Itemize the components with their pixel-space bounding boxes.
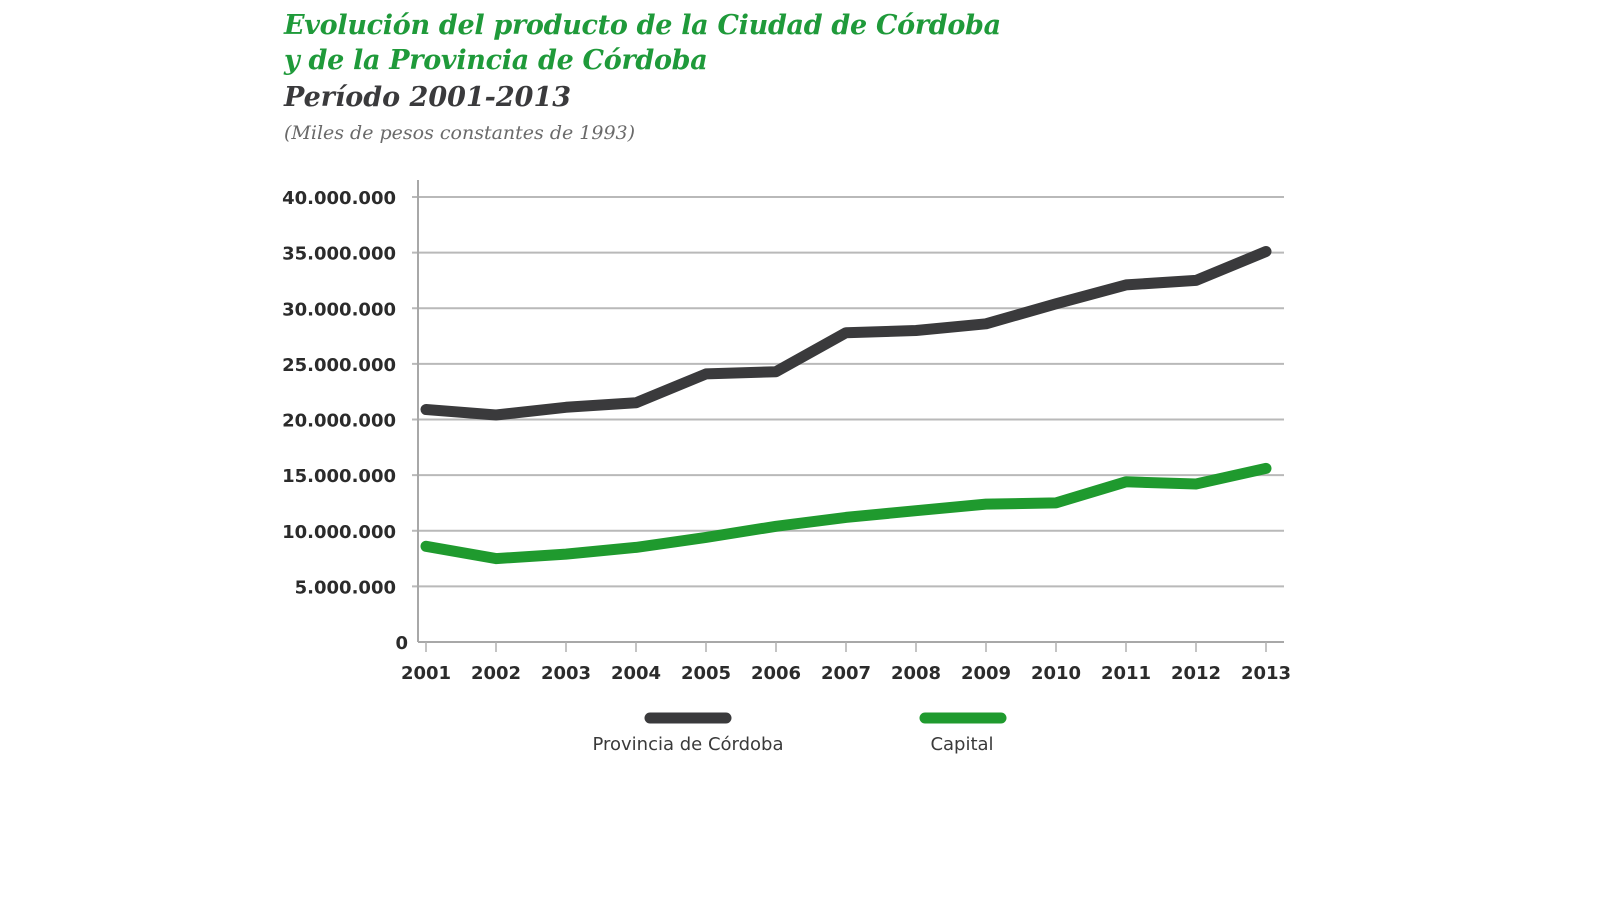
y-tick-label: 10.000.000 [282,522,396,543]
chart-title-line-1: Evolución del producto de la Ciudad de C… [284,10,1001,41]
x-tick-label: 2008 [891,663,941,684]
y-axis-ticks: 0 5.000.000 10.000.000 15.000.000 20.000.000… [282,188,408,654]
y-tick-label: 30.000.000 [282,299,396,320]
x-tick-label: 2007 [821,663,871,684]
legend-label: Capital [930,734,993,755]
x-tick-label: 2005 [681,663,731,684]
gridlines [412,196,1284,588]
chart-title-line-2: y de la Provincia de Córdoba [284,45,708,76]
legend: Provincia de Córdoba Capital [592,712,1007,755]
x-tick-label: 2010 [1031,663,1081,684]
x-tick-label: 2003 [541,663,591,684]
series-line-capital [420,462,1272,565]
x-tick-label: 2013 [1241,663,1291,684]
x-tick-label: 2004 [611,663,661,684]
y-tick-label: 0 [395,633,408,654]
chart-title: Evolución del producto de la Ciudad de C… [284,8,1001,78]
x-tick-label: 2012 [1171,663,1221,684]
series-lines [420,246,1272,565]
y-tick-label: 35.000.000 [282,244,396,265]
x-tick-label: 2011 [1101,663,1151,684]
legend-label: Provincia de Córdoba [592,734,783,755]
x-tick-label: 2006 [751,663,801,684]
series-line-provincia [420,246,1272,421]
y-tick-label: 40.000.000 [282,188,396,209]
axes [417,180,1284,643]
y-tick-label: 25.000.000 [282,355,396,376]
chart-units-note: (Miles de pesos constantes de 1993) [284,122,636,144]
y-tick-label: 20.000.000 [282,411,396,432]
x-tick-label: 2002 [471,663,521,684]
chart-subtitle: Período 2001-2013 [284,82,572,113]
x-tick-label: 2009 [961,663,1011,684]
x-axis-ticks: 2001 2002 2003 2004 2005 2006 2007 2008 2009 2010… [401,642,1291,684]
y-tick-label: 15.000.000 [282,466,396,487]
y-tick-label: 5.000.000 [295,577,396,598]
x-tick-label: 2001 [401,663,451,684]
